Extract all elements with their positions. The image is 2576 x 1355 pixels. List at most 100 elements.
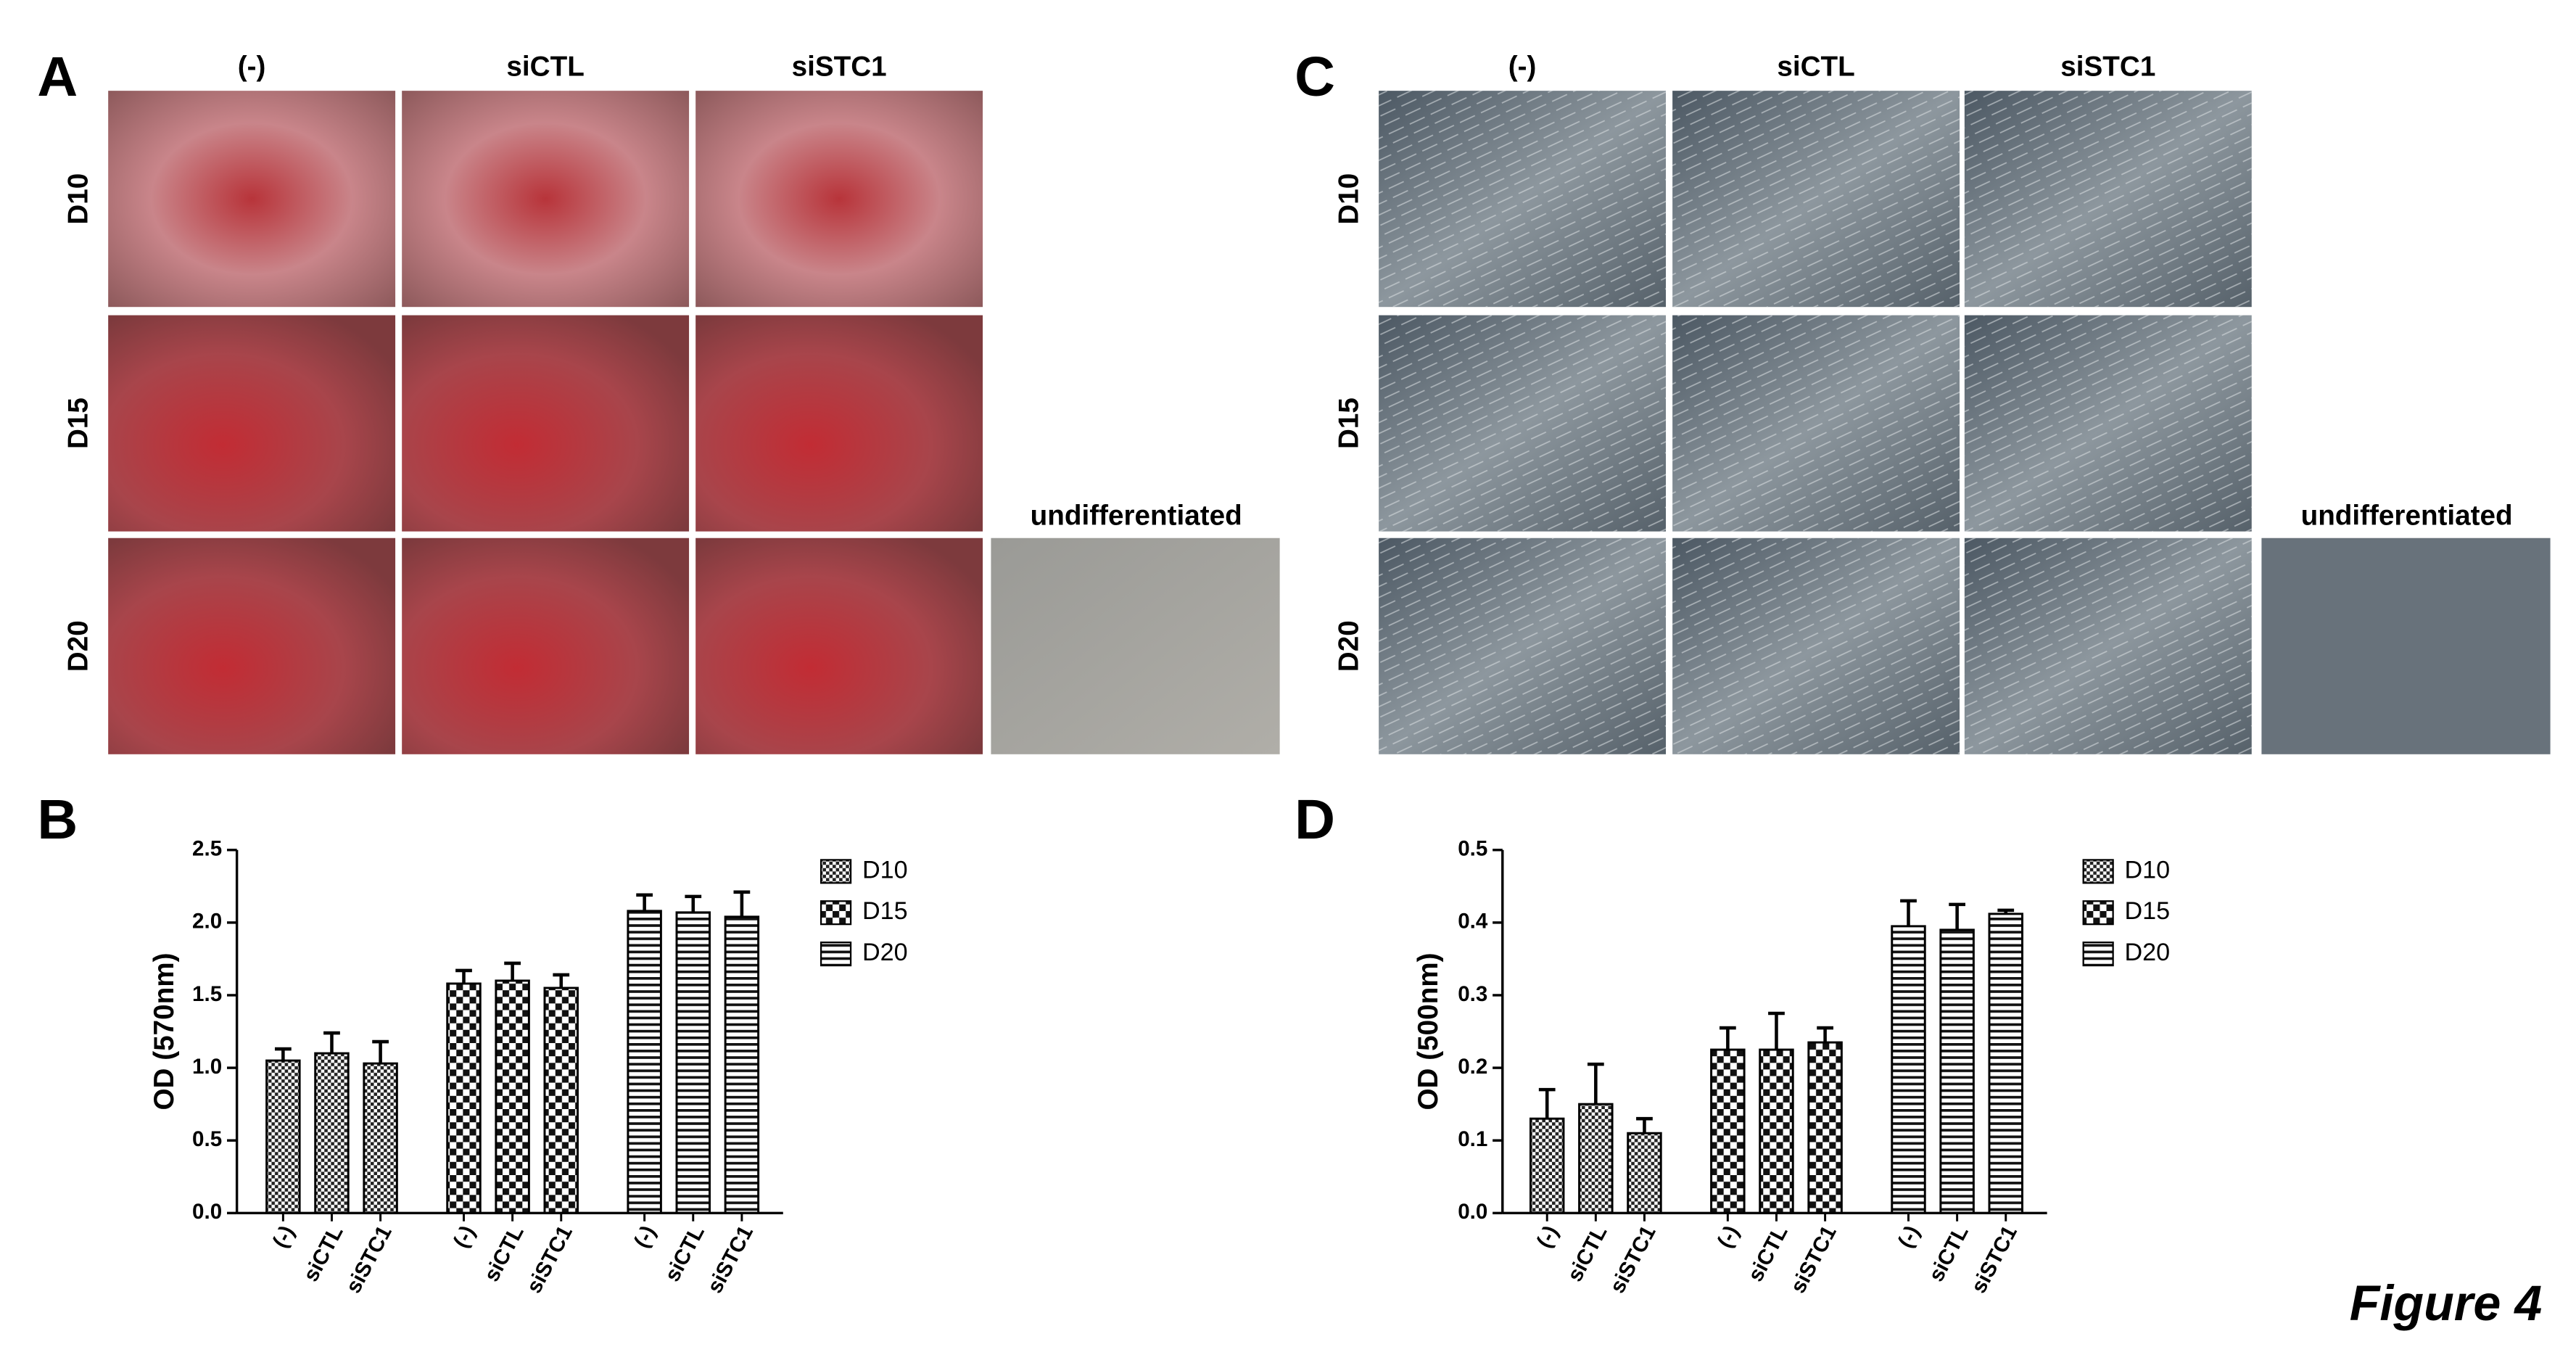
legend-swatch (820, 859, 852, 884)
panel-letter: B (37, 788, 78, 851)
legend-label: D10 (2125, 856, 2171, 884)
error-bar (636, 893, 653, 911)
error-bar (685, 894, 702, 913)
legend-label: D20 (2125, 939, 2171, 966)
x-tick-label: (-) (268, 1222, 300, 1252)
column-header: siCTL (1777, 52, 1854, 83)
x-tick-label: siSTC1 (1786, 1222, 1841, 1297)
bar (1529, 1117, 1565, 1214)
bar (1578, 1103, 1614, 1214)
x-tick-label: (-) (449, 1222, 480, 1252)
row-label: D10 (1334, 173, 1365, 225)
error-bar (1768, 1011, 1785, 1050)
column-header: undifferentiated (2301, 501, 2513, 532)
bar (495, 979, 530, 1214)
error-bar (1636, 1116, 1653, 1134)
row-label: D15 (63, 398, 94, 449)
micrograph-texture (1379, 91, 1667, 308)
figure-label: Figure 4 (2350, 1276, 2542, 1331)
x-tick-label: siSTC1 (1605, 1222, 1660, 1297)
micrograph-texture (1672, 538, 1960, 754)
y-tick-label: 2.0 (192, 910, 222, 934)
micrograph (108, 538, 396, 754)
row-label: D10 (63, 173, 94, 225)
error-bar (1817, 1026, 1833, 1043)
y-tick-label: 0.3 (1458, 982, 1487, 1006)
x-tick-label: (-) (1713, 1222, 1744, 1252)
legend-label: D10 (862, 856, 908, 884)
error-bar (372, 1039, 389, 1064)
y-tick-label: 0.1 (1458, 1127, 1487, 1151)
bar (1988, 913, 2023, 1214)
legend-swatch (2082, 942, 2114, 967)
legend-label: D15 (2125, 897, 2171, 925)
error-bar (1900, 899, 1917, 926)
x-tick-label: (-) (1532, 1222, 1563, 1252)
error-bar (1587, 1062, 1604, 1105)
y-axis-label: OD (500nm) (1413, 953, 1444, 1111)
bar (363, 1062, 398, 1214)
charts: 0.00.51.01.52.02.5OD (570nm)(-) siCTLsiST… (149, 837, 2170, 1298)
y-tick-label: 0.0 (1458, 1200, 1487, 1224)
legend-swatch (820, 900, 852, 926)
row-label: D20 (63, 620, 94, 672)
error-bar (553, 973, 570, 988)
micrograph (108, 315, 396, 532)
bar (724, 915, 760, 1214)
x-tick-label: siSTC1 (703, 1222, 758, 1297)
panel-letter: C (1295, 46, 1335, 108)
micrograph-texture (1379, 538, 1667, 754)
error-bar (323, 1031, 340, 1054)
micrograph (108, 91, 396, 308)
panel-letter: A (37, 46, 78, 108)
x-tick-label: (-) (1894, 1222, 1925, 1252)
bar (1710, 1048, 1746, 1214)
legend-label: D15 (862, 897, 908, 925)
error-bar (1997, 908, 2015, 914)
y-tick-label: 2.5 (192, 837, 222, 861)
row-label: D15 (1334, 398, 1365, 449)
bar (543, 987, 579, 1214)
micrograph (695, 538, 983, 754)
legend-label: D20 (862, 939, 908, 966)
column-header: (-) (1508, 52, 1537, 83)
error-bar (274, 1047, 292, 1061)
micrograph (991, 538, 1280, 754)
error-bar (733, 890, 751, 917)
x-tick-label: siCTL (479, 1222, 529, 1285)
x-tick-label: siCTL (1924, 1222, 1973, 1285)
micrograph (402, 538, 690, 754)
micrograph (695, 91, 983, 308)
error-bar (504, 961, 521, 981)
y-tick-label: 1.0 (192, 1055, 222, 1079)
panel-letter: D (1295, 788, 1335, 851)
bar (1807, 1041, 1843, 1214)
y-tick-label: 0.5 (192, 1127, 222, 1151)
bar (265, 1059, 301, 1214)
y-axis-label: OD (570nm) (149, 953, 180, 1111)
row-label: D20 (1334, 620, 1365, 672)
x-tick-label: siSTC1 (522, 1222, 577, 1297)
x-tick-label: (-) (629, 1222, 661, 1252)
x-tick-label: siCTL (1563, 1222, 1612, 1285)
micrograph-texture (1964, 538, 2252, 754)
bar (1891, 925, 1926, 1214)
bar (1939, 928, 1975, 1214)
image-panels: A C B D Figure 4 (-) siCTL siSTC1D10D15D20… (37, 46, 2551, 1331)
error-bar (455, 968, 472, 984)
bar (1627, 1132, 1662, 1214)
x-tick-label: siSTC1 (1967, 1222, 2022, 1297)
micrograph-texture (1379, 315, 1667, 532)
column-header: siCTL (506, 52, 584, 83)
x-tick-label: siSTC1 (342, 1222, 397, 1297)
column-header: undifferentiated (1031, 501, 1242, 532)
y-tick-label: 0.4 (1458, 910, 1488, 934)
bar (446, 982, 482, 1214)
bar (675, 911, 711, 1214)
legend-swatch (2082, 859, 2114, 884)
x-tick-label: siCTL (299, 1222, 348, 1285)
y-tick-label: 0.2 (1458, 1055, 1487, 1079)
column-header: siSTC1 (2060, 52, 2155, 83)
y-tick-label: 0.5 (1458, 837, 1487, 861)
bar (314, 1052, 350, 1214)
